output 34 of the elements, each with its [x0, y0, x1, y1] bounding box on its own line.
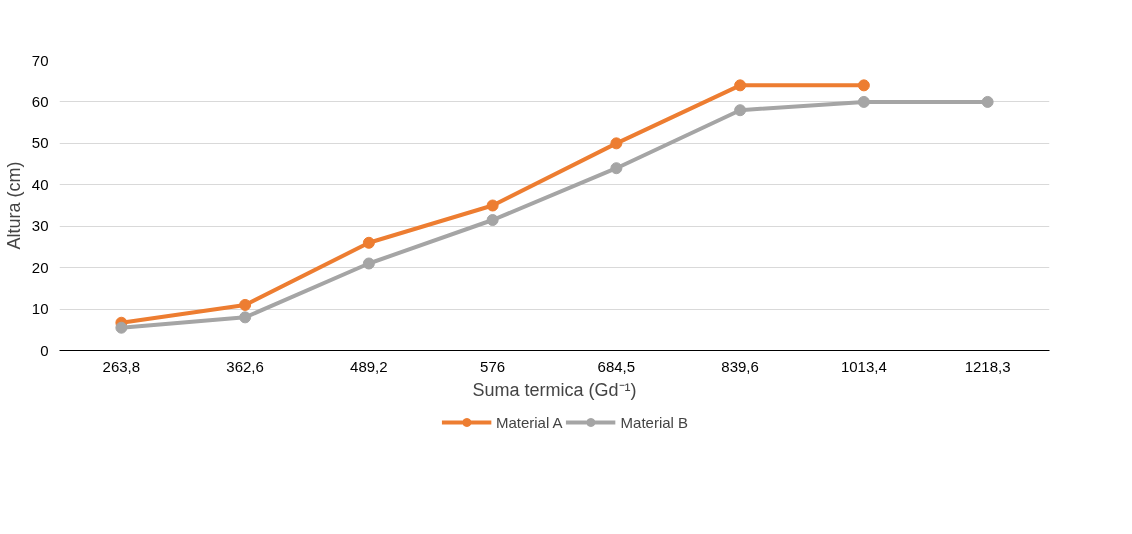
point: [239, 298, 252, 311]
point: [734, 104, 747, 117]
x-tick-label: 1218,3: [964, 357, 1011, 375]
y-tick-label: 40: [31, 175, 49, 193]
x-tick-label: 684,5: [597, 357, 636, 375]
point: [610, 162, 623, 175]
x-tick-label: 1013,4: [840, 357, 887, 375]
point: [362, 257, 375, 270]
y-tick-label: 70: [31, 51, 49, 69]
x-tick-label: 263,8: [102, 357, 141, 375]
point: [362, 236, 375, 249]
y-tick-label: 30: [31, 217, 49, 235]
y-axis-title: Altura (cm): [3, 161, 24, 250]
point: [486, 214, 499, 226]
point: [981, 95, 994, 108]
legend-label: Material A: [495, 413, 563, 431]
x-tick-label: 839,6: [721, 357, 759, 375]
point: [115, 321, 128, 334]
x-axis-title: Suma termica (Gd⁻¹): [472, 379, 637, 400]
point: [857, 95, 870, 108]
y-tick-label: 20: [31, 258, 49, 276]
point: [857, 79, 870, 92]
point: [486, 199, 499, 212]
y-tick-label: 0: [40, 341, 49, 359]
x-tick-label: 489,2: [350, 357, 388, 375]
y-tick-label: 10: [31, 300, 49, 318]
y-tick-label: 60: [31, 92, 49, 110]
point: [239, 311, 252, 324]
point: [610, 137, 623, 150]
x-tick-label: 362,6: [226, 357, 264, 375]
point: [734, 79, 747, 92]
x-tick-label: 576: [480, 357, 506, 375]
legend-label: Material B: [620, 413, 689, 431]
y-tick-label: 50: [31, 134, 49, 152]
